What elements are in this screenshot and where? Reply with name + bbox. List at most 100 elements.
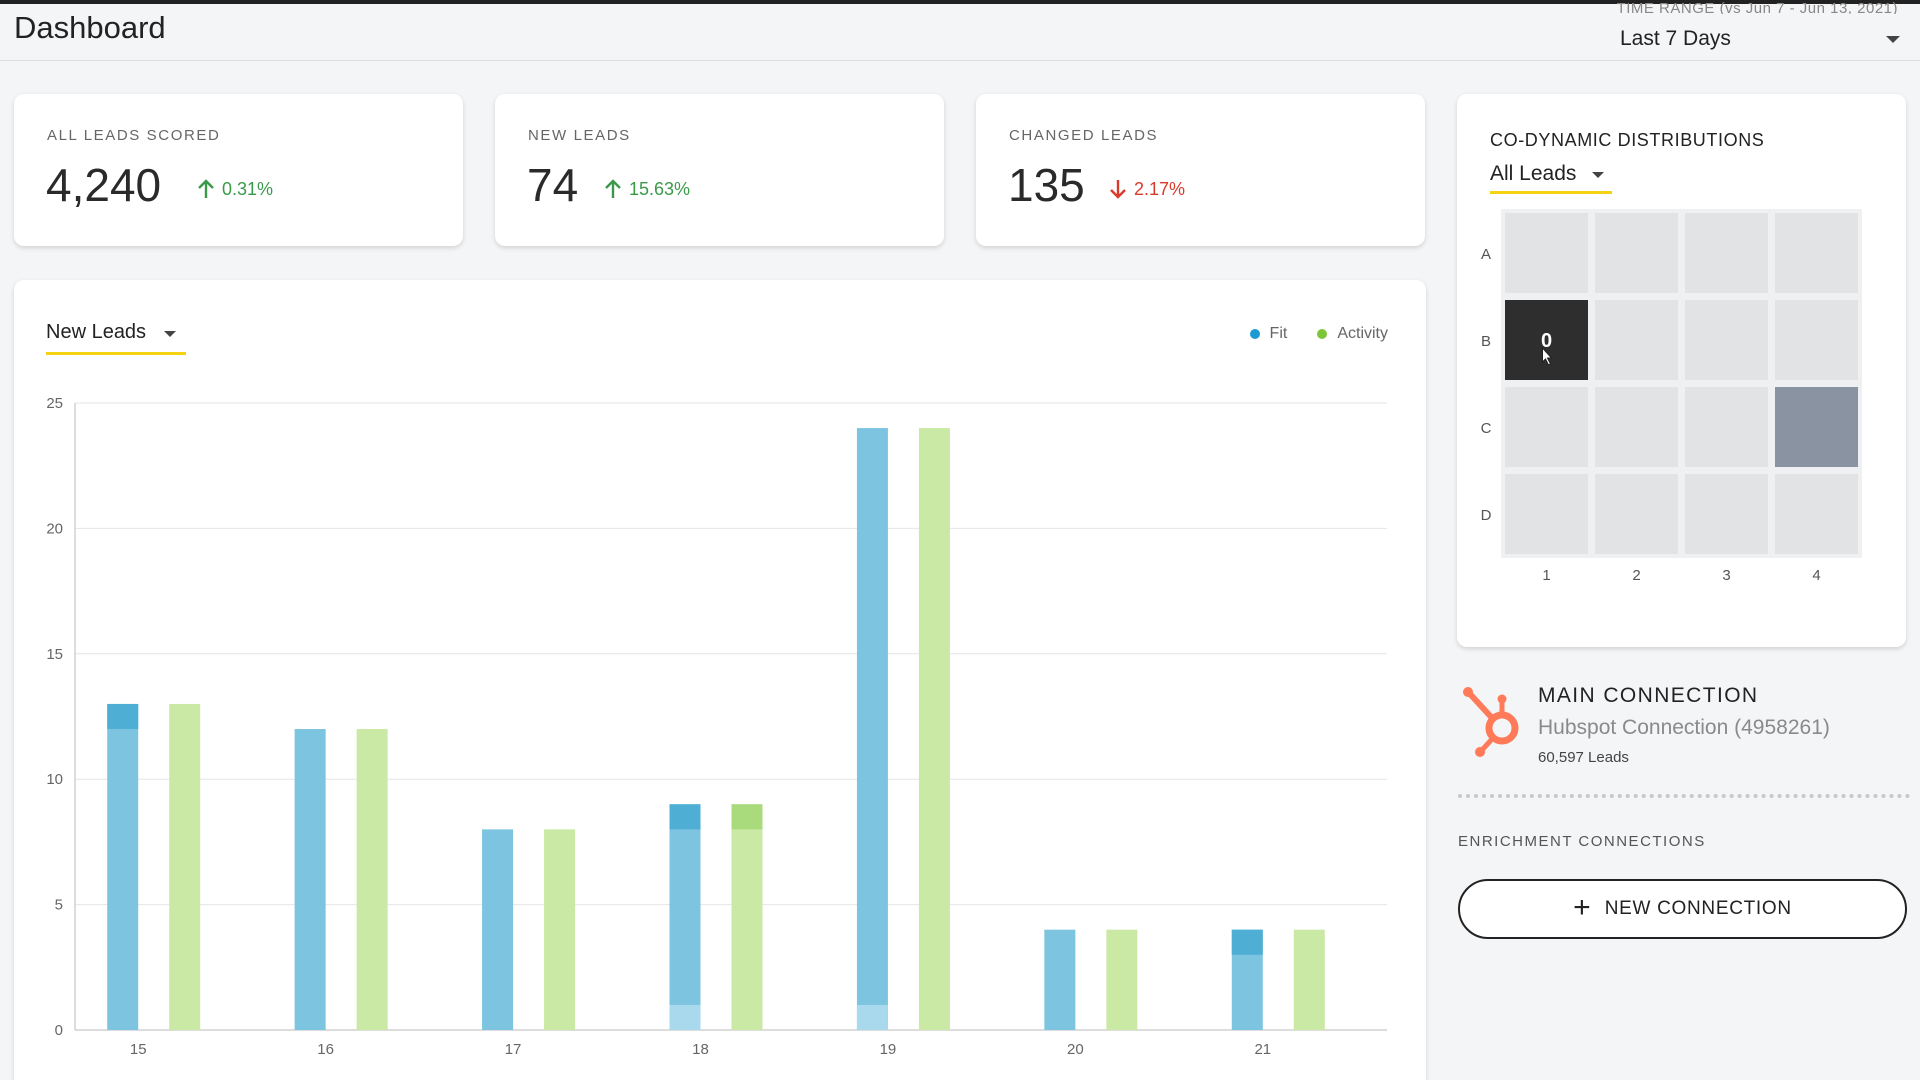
bar-segment bbox=[731, 804, 763, 830]
chevron-down-icon bbox=[164, 331, 176, 337]
bar-segment bbox=[1231, 929, 1263, 955]
heatmap-cell-value: 0 bbox=[1541, 330, 1552, 352]
stat-card-changed-leads: CHANGED LEADS 135 2.17% bbox=[976, 94, 1425, 246]
y-tick-label: 20 bbox=[46, 520, 63, 537]
y-tick-label: 0 bbox=[55, 1022, 63, 1039]
hubspot-icon bbox=[1463, 687, 1519, 757]
heatmap-cell-A1 bbox=[1505, 213, 1588, 293]
time-range-select[interactable]: Last 7 Days bbox=[1620, 24, 1900, 58]
bar-activity-16 bbox=[356, 729, 388, 1030]
bar-activity-19 bbox=[918, 428, 950, 1030]
arrow-down-icon bbox=[1110, 180, 1126, 199]
y-tick-label: 10 bbox=[46, 771, 63, 788]
heatmap-cell-B2 bbox=[1595, 300, 1678, 380]
legend-label: Fit bbox=[1269, 325, 1288, 342]
bar-segment bbox=[669, 804, 701, 830]
chevron-down-icon bbox=[1886, 36, 1900, 43]
new-connection-label: NEW CONNECTION bbox=[1604, 898, 1792, 919]
stat-label: NEW LEADS bbox=[528, 127, 631, 144]
time-range-value: Last 7 Days bbox=[1620, 27, 1731, 50]
bar-activity-15 bbox=[169, 703, 201, 1030]
legend-dot-fit bbox=[1249, 329, 1260, 339]
stat-value: 74 bbox=[527, 159, 579, 211]
stat-change-value: 2.17% bbox=[1134, 178, 1186, 199]
row-label: A bbox=[1481, 246, 1491, 263]
stat-change: 2.17% bbox=[1108, 178, 1185, 200]
x-tick-label: 17 bbox=[505, 1041, 522, 1058]
bar-fit-17 bbox=[482, 829, 514, 1030]
legend-item-fit: Fit bbox=[1249, 325, 1288, 343]
main-connection-name[interactable]: Hubspot Connection (4958261) bbox=[1538, 716, 1830, 739]
heatmap-cell-A3 bbox=[1685, 213, 1768, 293]
x-tick-label: 19 bbox=[880, 1041, 897, 1058]
legend-item-activity: Activity bbox=[1317, 325, 1388, 343]
stat-label: CHANGED LEADS bbox=[1009, 127, 1159, 144]
distribution-filter-value: All Leads bbox=[1490, 162, 1577, 185]
stat-label: ALL LEADS SCORED bbox=[47, 127, 221, 144]
bar-segment bbox=[856, 1004, 888, 1030]
stat-change-value: 0.31% bbox=[222, 178, 274, 199]
plus-icon: + bbox=[1573, 890, 1591, 924]
col-label: 4 bbox=[1812, 567, 1820, 584]
bar-segment bbox=[669, 1004, 701, 1030]
heatmap-cell-A2 bbox=[1595, 213, 1678, 293]
metric-select-value: New Leads bbox=[46, 321, 147, 343]
x-tick-label: 20 bbox=[1067, 1041, 1084, 1058]
col-label: 2 bbox=[1632, 567, 1640, 584]
bar-fit-18 bbox=[669, 804, 701, 1030]
legend-label: Activity bbox=[1337, 325, 1388, 342]
distribution-heatmap: A B 0 C D 1 2 3 4 bbox=[1481, 209, 1862, 584]
new-leads-chart-card: 0 5 10 15 20 25 15 16 17 18 19 20 21 New Leads Fit A… bbox=[14, 280, 1426, 1080]
bar-fit-19 bbox=[856, 428, 888, 1030]
col-label: 1 bbox=[1542, 567, 1550, 584]
x-tick-label: 16 bbox=[317, 1041, 334, 1058]
bar-fit-16 bbox=[294, 729, 326, 1030]
cursor-icon bbox=[1542, 346, 1553, 366]
heatmap-cell-B1 bbox=[1505, 300, 1588, 380]
new-connection-button[interactable]: + NEW CONNECTION bbox=[1458, 879, 1907, 939]
enrichment-connections-label: ENRICHMENT CONNECTIONS bbox=[1458, 833, 1706, 850]
page-title: Dashboard bbox=[14, 10, 166, 45]
stat-value: 135 bbox=[1008, 159, 1085, 211]
heatmap-cell-B3 bbox=[1685, 300, 1768, 380]
bar-activity-20 bbox=[1106, 929, 1138, 1030]
metric-select[interactable]: New Leads bbox=[46, 319, 186, 355]
stat-change-value: 15.63% bbox=[629, 178, 691, 199]
stat-change: 0.31% bbox=[196, 178, 273, 200]
bar-segment bbox=[107, 703, 139, 730]
bar-activity-17 bbox=[544, 829, 576, 1030]
legend-dot-activity bbox=[1317, 329, 1328, 339]
main-connection-title: MAIN CONNECTION bbox=[1538, 684, 1759, 707]
x-tick-label: 15 bbox=[130, 1041, 147, 1058]
row-label: C bbox=[1481, 420, 1492, 437]
bar-activity-18 bbox=[731, 804, 763, 1030]
stat-change: 15.63% bbox=[603, 178, 690, 200]
time-range-caption: TIME RANGE (vs Jun 7 - Jun 13, 2021) bbox=[1616, 0, 1898, 14]
bar-fit-20 bbox=[1044, 929, 1076, 1030]
heatmap-cell-C1 bbox=[1505, 387, 1588, 467]
heatmap-cell-D2 bbox=[1595, 474, 1678, 554]
main-connection-lead-count: 60,597 Leads bbox=[1538, 749, 1629, 766]
chart-legend: Fit Activity bbox=[1249, 325, 1388, 343]
bar-activity-21 bbox=[1293, 929, 1325, 1030]
y-tick-label: 5 bbox=[55, 897, 63, 914]
page-header: Dashboard TIME RANGE (vs Jun 7 - Jun 13,… bbox=[0, 0, 1920, 61]
heatmap-cell-C4 bbox=[1775, 387, 1858, 467]
heatmap-cell-C2 bbox=[1595, 387, 1678, 467]
row-label: D bbox=[1481, 507, 1492, 524]
bar-fit-15 bbox=[107, 703, 139, 1030]
distribution-filter-select[interactable]: All Leads bbox=[1490, 160, 1612, 194]
arrow-up-icon bbox=[198, 179, 214, 198]
chevron-down-icon bbox=[1592, 172, 1604, 178]
heatmap-cell-B4 bbox=[1775, 300, 1858, 380]
co-dynamic-distributions-card: CO-DYNAMIC DISTRIBUTIONS All Leads A B 0 C D… bbox=[1457, 94, 1906, 647]
y-tick-label: 25 bbox=[46, 395, 63, 412]
x-tick-label: 18 bbox=[692, 1041, 709, 1058]
stat-value: 4,240 bbox=[46, 159, 162, 211]
row-label: B bbox=[1481, 333, 1491, 350]
heatmap-frame bbox=[1501, 209, 1862, 558]
stat-card-new-leads: NEW LEADS 74 15.63% bbox=[495, 94, 944, 246]
arrow-up-icon bbox=[605, 179, 621, 198]
heatmap-cell-D3 bbox=[1685, 474, 1768, 554]
distributions-title: CO-DYNAMIC DISTRIBUTIONS bbox=[1490, 130, 1765, 150]
